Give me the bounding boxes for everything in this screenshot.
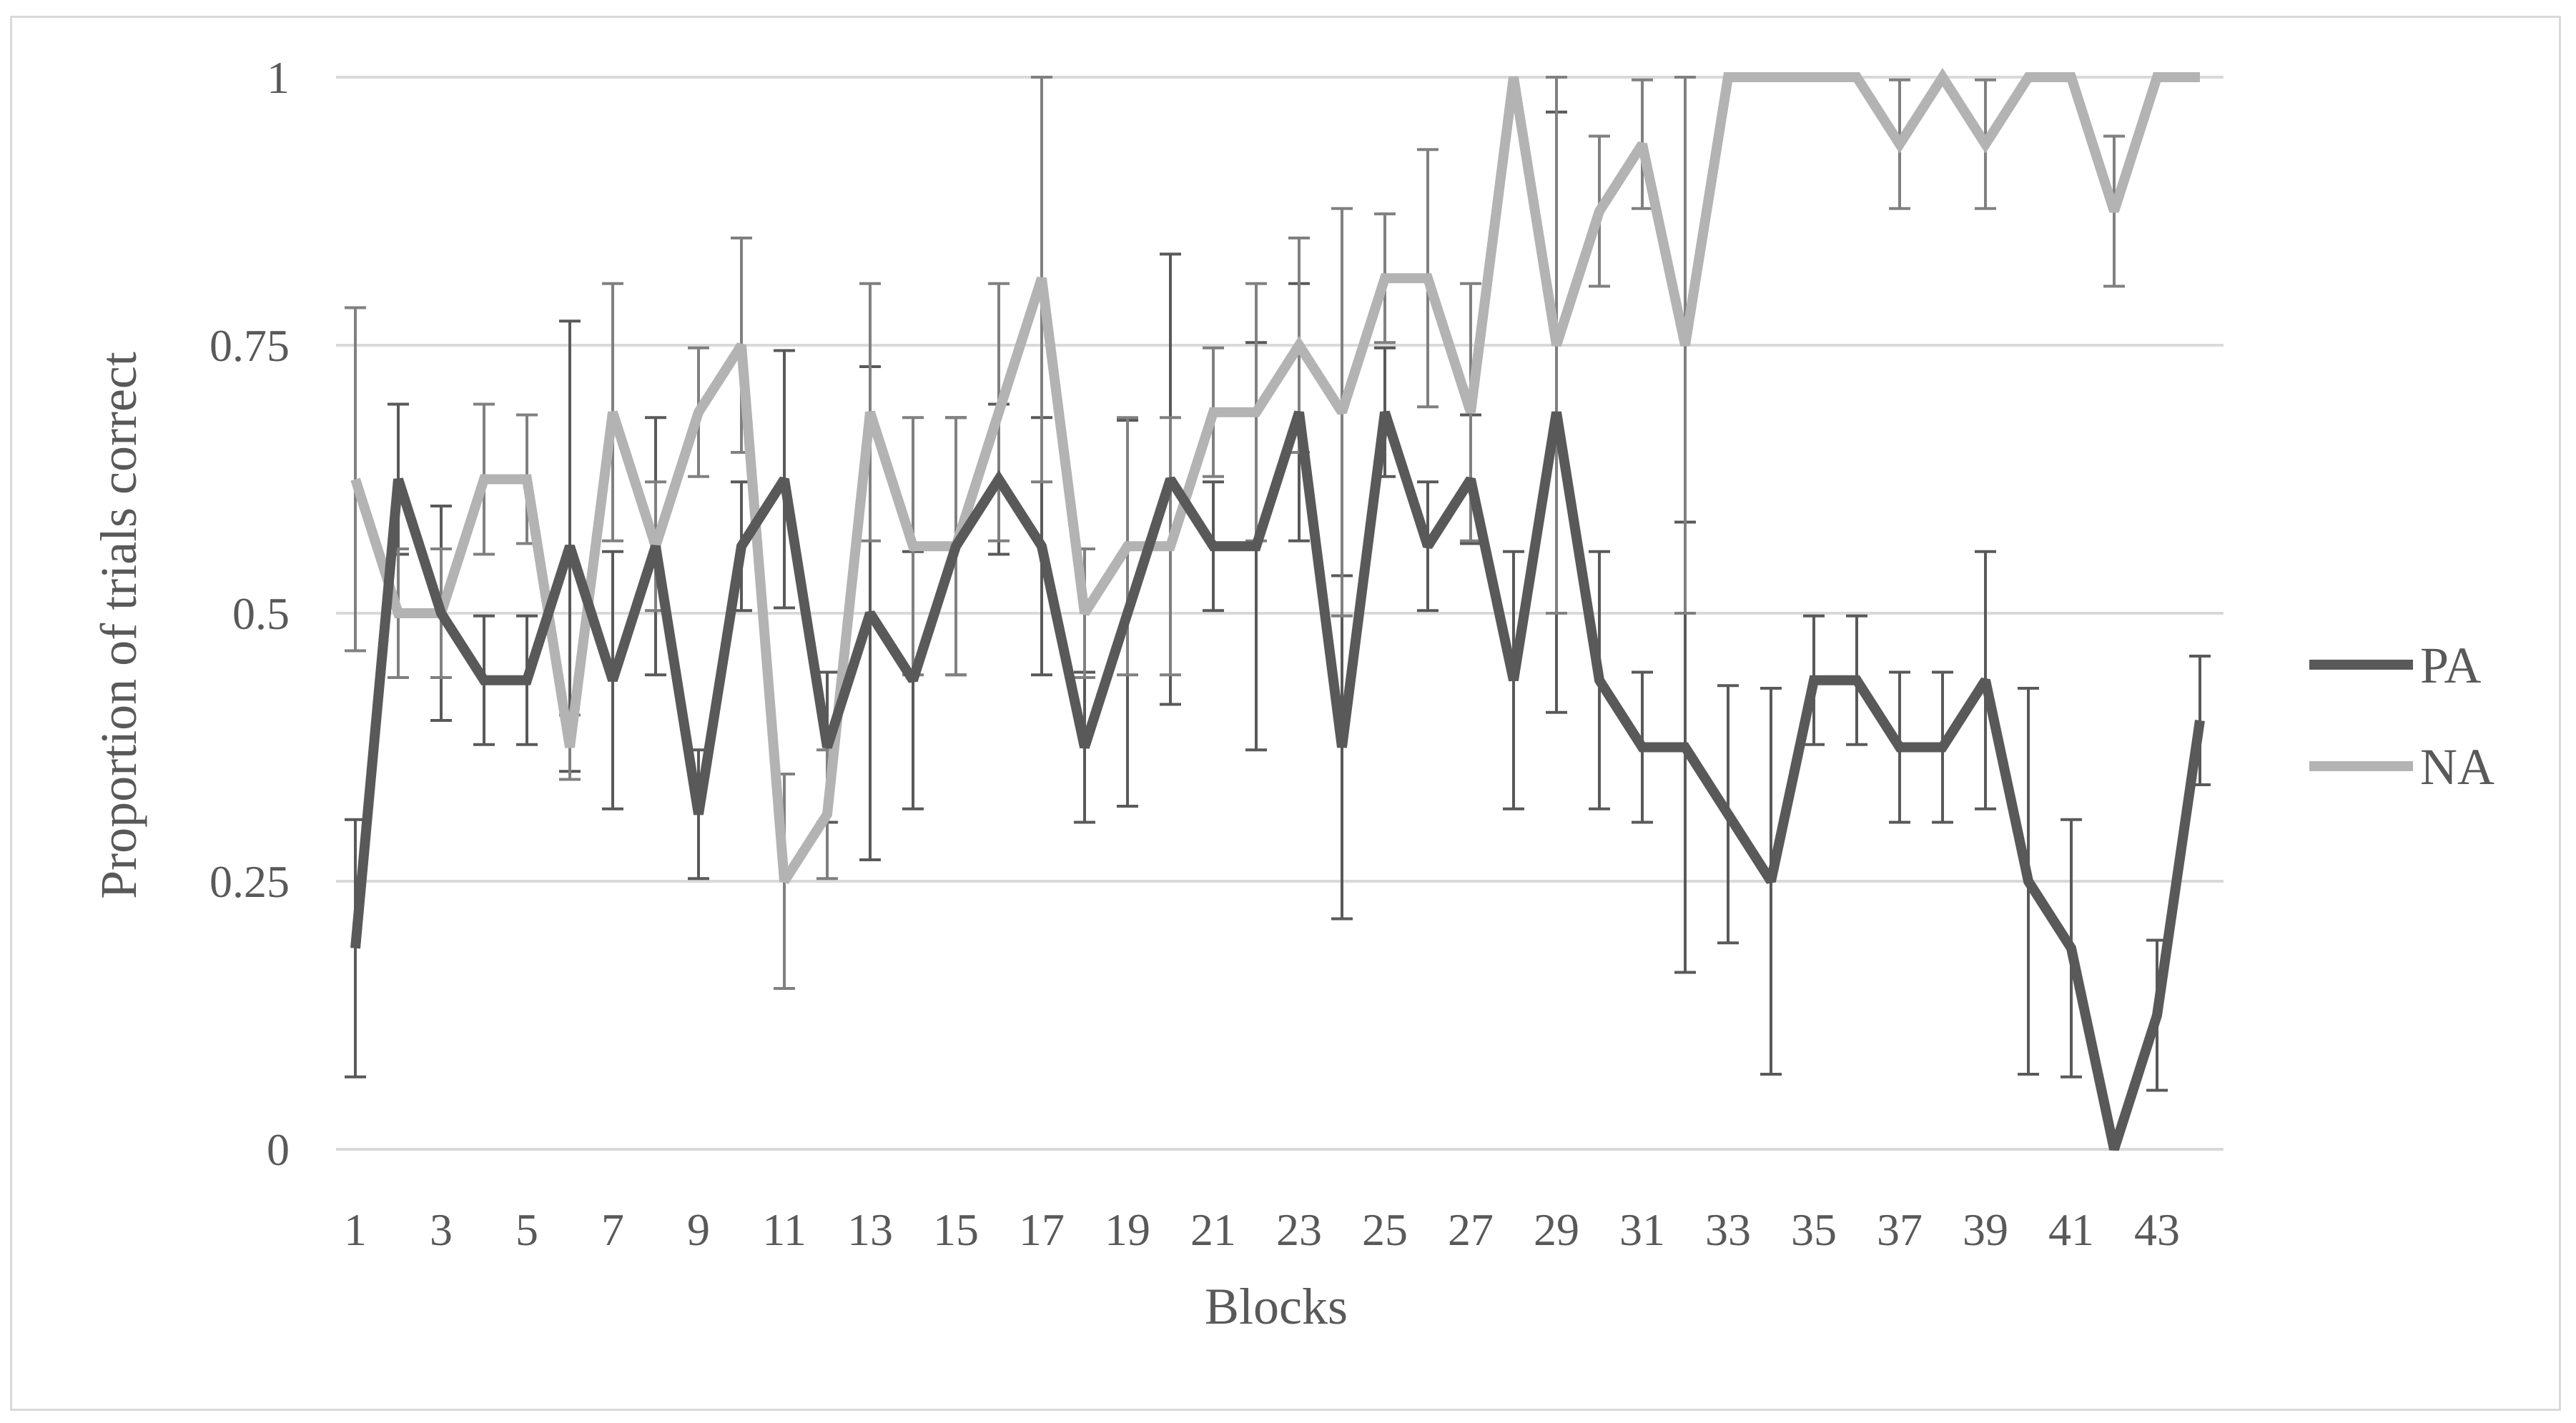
x-tick-label: 41: [2048, 1204, 2094, 1255]
x-tick-label: 29: [1534, 1204, 1579, 1255]
x-tick-label: 33: [1705, 1204, 1751, 1255]
y-axis-title: Proportion of trials correct: [90, 352, 147, 899]
x-tick-label: 31: [1619, 1204, 1665, 1255]
x-tick-label: 27: [1448, 1204, 1494, 1255]
legend: PA NA: [2309, 637, 2494, 795]
x-tick-label: 23: [1276, 1204, 1322, 1255]
y-tick-label: 0.25: [209, 856, 290, 907]
x-tick-label: 3: [430, 1204, 453, 1255]
y-tick-label: 0.75: [209, 320, 290, 371]
y-tick-label: 0.5: [232, 588, 290, 639]
x-tick-label: 17: [1019, 1204, 1065, 1255]
x-tick-label: 35: [1791, 1204, 1837, 1255]
y-tick-label: 1: [267, 52, 290, 103]
x-tick-label: 5: [515, 1204, 538, 1255]
legend-label-na: NA: [2420, 738, 2494, 795]
y-tick-label: 0: [267, 1124, 290, 1175]
x-tick-label: 1: [344, 1204, 367, 1255]
x-tick-label: 43: [2134, 1204, 2180, 1255]
x-tick-label: 37: [1877, 1204, 1923, 1255]
x-tick-label: 21: [1190, 1204, 1236, 1255]
error-bars: [345, 76, 2211, 1092]
x-tick-label: 25: [1362, 1204, 1408, 1255]
x-axis-title: Blocks: [1205, 1278, 1348, 1335]
x-axis-ticks: 1 3 5 7 9 11 13 15 17 19 21 23 25 27 29 31 33 35 37 39 41 43: [344, 1204, 2180, 1255]
series-line-na: [350, 68, 2200, 884]
x-tick-label: 19: [1105, 1204, 1150, 1255]
y-axis-ticks: 0 0.25 0.5 0.75 1: [209, 52, 290, 1175]
series-lines: [350, 68, 2205, 1151]
x-tick-label: 7: [601, 1204, 624, 1255]
x-tick-label: 13: [847, 1204, 893, 1255]
x-tick-label: 9: [687, 1204, 710, 1255]
chart-frame: [10, 16, 2561, 1411]
legend-label-pa: PA: [2420, 637, 2481, 694]
series-line-pa: [350, 410, 2205, 1151]
x-tick-label: 39: [1963, 1204, 2008, 1255]
x-tick-label: 11: [762, 1204, 806, 1255]
x-tick-label: 15: [933, 1204, 979, 1255]
gridlines: [336, 76, 2224, 1151]
